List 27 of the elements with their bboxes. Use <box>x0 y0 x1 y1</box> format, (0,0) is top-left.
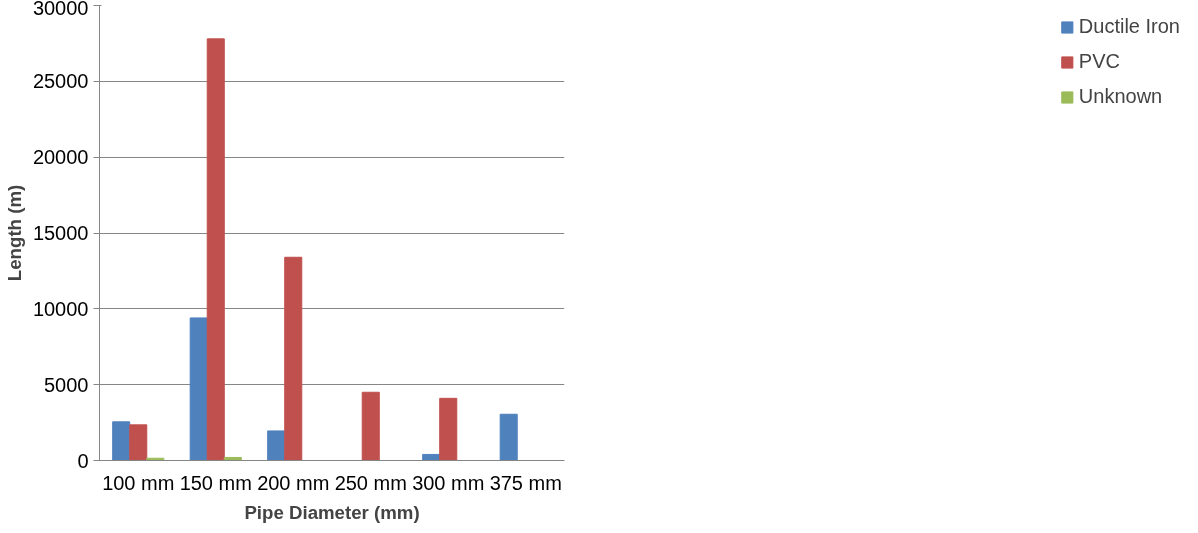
bar <box>129 424 148 461</box>
x-tick-label: 250 mm <box>334 471 407 494</box>
x-tick-label: 300 mm <box>412 471 485 494</box>
y-tick-label: 10000 <box>32 297 89 320</box>
bar <box>284 256 303 461</box>
x-tick-label: 100 mm <box>102 471 175 494</box>
y-tick-label: 30000 <box>32 0 89 19</box>
x-tick-label: 150 mm <box>179 471 252 494</box>
bar <box>267 430 286 461</box>
bar <box>189 317 208 461</box>
bar <box>206 38 225 461</box>
bar <box>112 421 131 461</box>
x-tick-label: 200 mm <box>257 471 330 494</box>
y-tick-label: 20000 <box>32 146 89 169</box>
bar <box>439 397 458 461</box>
y-tick-label: 15000 <box>32 222 89 244</box>
bar <box>499 413 518 461</box>
x-axis-title: Pipe Diameter (mm) <box>244 501 420 523</box>
y-axis-title: Length (m) <box>3 184 25 282</box>
y-tick-label: 5000 <box>44 373 89 396</box>
legend-label: Ductile Iron <box>1078 15 1180 38</box>
legend-label: PVC <box>1078 50 1120 73</box>
legend-label: Unknown <box>1078 85 1163 108</box>
y-tick-label: 25000 <box>32 70 89 93</box>
bar <box>361 391 380 461</box>
x-tick-label: 375 mm <box>489 471 562 494</box>
y-tick-label: 0 <box>77 449 89 472</box>
